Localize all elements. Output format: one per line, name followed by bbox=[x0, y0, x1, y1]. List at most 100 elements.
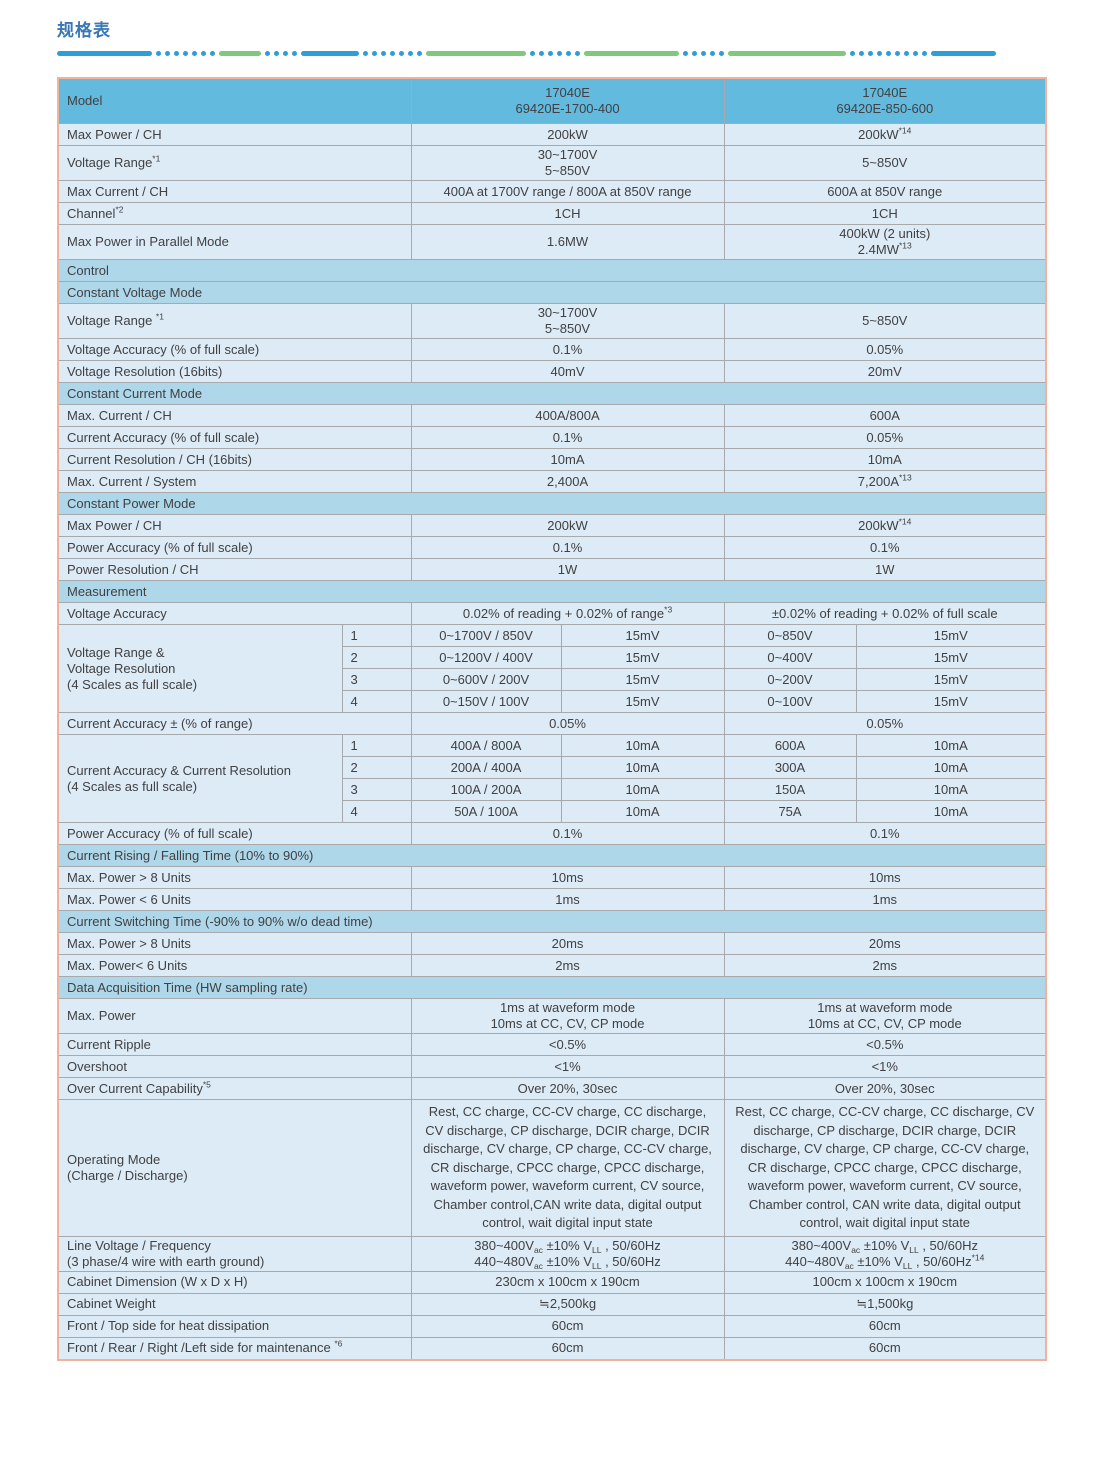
divider-dot bbox=[201, 50, 206, 56]
value-cell-model-1: 230cm x 100cm x 190cm bbox=[410, 1270, 725, 1294]
sub-segment: LL bbox=[592, 1260, 602, 1271]
divider-dot bbox=[381, 50, 386, 56]
row-label: Over Current Capability*5 bbox=[57, 1077, 412, 1100]
value-cell-model-1: 0.02% of reading + 0.02% of range*3 bbox=[410, 602, 725, 625]
table-row: Max Current / CH 400A at 1700V range / 80… bbox=[57, 180, 1047, 203]
divider-dot bbox=[363, 50, 368, 56]
value-cell-model-2: 1ms at waveform mode 10ms at CC, CV, CP m… bbox=[723, 998, 1047, 1034]
table-row: Voltage Range*1 30~1700V 5~850V 5~850V bbox=[57, 145, 1047, 181]
resolution-cell-1: 10mA bbox=[560, 778, 725, 801]
text-segment: 380~400V bbox=[474, 1237, 534, 1253]
value-cell-model-1: 1ms bbox=[410, 888, 725, 911]
text-segment: Front / Rear / Right /Left side for main… bbox=[67, 1340, 335, 1355]
section-title: Constant Power Mode bbox=[57, 492, 1047, 515]
table-row: Voltage Resolution (16bits) 40mV 20mV bbox=[57, 360, 1047, 383]
scale-index: 4 bbox=[341, 690, 412, 713]
sup-segment: *13 bbox=[898, 240, 912, 251]
sup-segment: *2 bbox=[115, 204, 124, 215]
value-cell-model-2: 1W bbox=[723, 558, 1047, 581]
scale-index: 3 bbox=[341, 668, 412, 691]
section-row: Constant Power Mode bbox=[57, 492, 1047, 515]
value-cell-model-2: 600A bbox=[723, 404, 1047, 427]
table-row: Current Ripple <0.5% <0.5% bbox=[57, 1033, 1047, 1056]
divider-dash bbox=[301, 50, 359, 56]
table-row: Voltage Accuracy (% of full scale) 0.1% 0.… bbox=[57, 338, 1047, 361]
row-label: Power Resolution / CH bbox=[57, 558, 412, 581]
value-cell-model-2: <1% bbox=[723, 1055, 1047, 1078]
divider-dot bbox=[692, 50, 697, 56]
value-cell-model-2: 1ms bbox=[723, 888, 1047, 911]
value-cell-model-1: 60cm bbox=[410, 1336, 725, 1360]
range-cell-1: 0~1200V / 400V bbox=[410, 646, 562, 669]
sup-segment: *13 bbox=[898, 472, 912, 483]
value-cell-model-2: 7,200A*13 bbox=[723, 470, 1047, 493]
resolution-cell-2: 10mA bbox=[855, 734, 1047, 757]
value-cell-model-2: ≒1,500kg bbox=[723, 1292, 1047, 1316]
table-row: Channel*2 1CH 1CH bbox=[57, 202, 1047, 225]
scale-index: 2 bbox=[341, 646, 412, 669]
table-row: Power Accuracy (% of full scale) 0.1% 0.1% bbox=[57, 822, 1047, 845]
value-cell-model-2: 600A at 850V range bbox=[723, 180, 1047, 203]
section-title: Current Rising / Falling Time (10% to 90… bbox=[57, 844, 1047, 867]
row-label: Max. Power > 8 Units bbox=[57, 866, 412, 889]
row-label: Max. Power > 8 Units bbox=[57, 932, 412, 955]
section-row: Measurement bbox=[57, 580, 1047, 603]
section-title: Current Switching Time (-90% to 90% w/o … bbox=[57, 910, 1047, 933]
value-cell-model-1: Over 20%, 30sec bbox=[410, 1077, 725, 1100]
resolution-cell-1: 15mV bbox=[560, 624, 725, 647]
table-row: Max. Current / CH 400A/800A 600A bbox=[57, 404, 1047, 427]
text-segment: Over Current Capability bbox=[67, 1080, 203, 1096]
table-row: Line Voltage / Frequency (3 phase/4 wire … bbox=[57, 1235, 1047, 1272]
value-cell-model-2: 200kW*14 bbox=[723, 123, 1047, 146]
divider-dot bbox=[174, 50, 179, 56]
section-title: Measurement bbox=[57, 580, 1047, 603]
section-row: Constant Voltage Mode bbox=[57, 281, 1047, 304]
divider-dot bbox=[859, 50, 864, 56]
row-label: Max. Power bbox=[57, 998, 412, 1034]
value-cell-model-1: 0.05% bbox=[410, 712, 725, 735]
divider-dot bbox=[274, 50, 279, 56]
resolution-cell-1: 15mV bbox=[560, 690, 725, 713]
text-segment: Voltage Range bbox=[67, 313, 156, 328]
divider-dot bbox=[183, 50, 188, 56]
value-cell-model-1: 0.1% bbox=[410, 338, 725, 361]
table-row: Max Power / CH 200kW 200kW*14 bbox=[57, 123, 1047, 146]
page-title: 规格表 bbox=[57, 21, 111, 40]
range-cell-2: 150A bbox=[723, 778, 857, 801]
text-segment: , 50/60Hz bbox=[912, 1253, 972, 1269]
value-cell-model-2: 0.1% bbox=[723, 822, 1047, 845]
table-row: Cabinet Dimension (W x D x H) 230cm x 100… bbox=[57, 1270, 1047, 1294]
value-cell-model-1: 30~1700V 5~850V bbox=[410, 303, 725, 339]
table-row: Current Accuracy ± (% of range) 0.05% 0.05… bbox=[57, 712, 1047, 735]
divider-dash bbox=[219, 50, 261, 56]
sup-segment: *5 bbox=[202, 1079, 211, 1090]
range-cell-1: 400A / 800A bbox=[410, 734, 562, 757]
divider-dot bbox=[539, 50, 544, 56]
value-cell-model-1: 1ms at waveform mode 10ms at CC, CV, CP m… bbox=[410, 998, 725, 1034]
table-row: Max. Power < 6 Units 1ms 1ms bbox=[57, 888, 1047, 911]
divider-dot bbox=[530, 50, 535, 56]
divider-dot bbox=[913, 50, 918, 56]
row-label: Voltage Accuracy bbox=[57, 602, 412, 625]
value-cell-model-2: 2ms bbox=[723, 954, 1047, 977]
value-cell-model-2: 10ms bbox=[723, 866, 1047, 889]
value-cell-model-2: 20mV bbox=[723, 360, 1047, 383]
value-cell-model-2: 0.05% bbox=[723, 426, 1047, 449]
value-cell-model-2: 0.05% bbox=[723, 338, 1047, 361]
divider-dot bbox=[701, 50, 706, 56]
divider-dot bbox=[408, 50, 413, 56]
divider-dot bbox=[904, 50, 909, 56]
scale-index: 3 bbox=[341, 778, 412, 801]
table-row: Front / Rear / Right /Left side for main… bbox=[57, 1336, 1047, 1360]
value-cell-model-1: 200kW bbox=[410, 123, 725, 146]
cell-line: 30~1700V bbox=[537, 305, 598, 320]
divider-dot bbox=[283, 50, 288, 56]
table-row: Max. Current / System 2,400A 7,200A*13 bbox=[57, 470, 1047, 493]
range-cell-2: 0~100V bbox=[723, 690, 857, 713]
value-cell-model-2: 380~400Vac ±10% VLL , 50/60Hz 440~480Vac … bbox=[723, 1235, 1047, 1272]
divider-dot bbox=[710, 50, 715, 56]
value-cell-model-1: Rest, CC charge, CC-CV charge, CC discha… bbox=[410, 1099, 725, 1237]
value-cell-model-2: ±0.02% of reading + 0.02% of full scale bbox=[723, 602, 1047, 625]
value-cell-model-1: 17040E 69420E-1700-400 bbox=[410, 77, 725, 124]
table-row: Operating Mode (Charge / Discharge) Rest, … bbox=[57, 1099, 1047, 1237]
